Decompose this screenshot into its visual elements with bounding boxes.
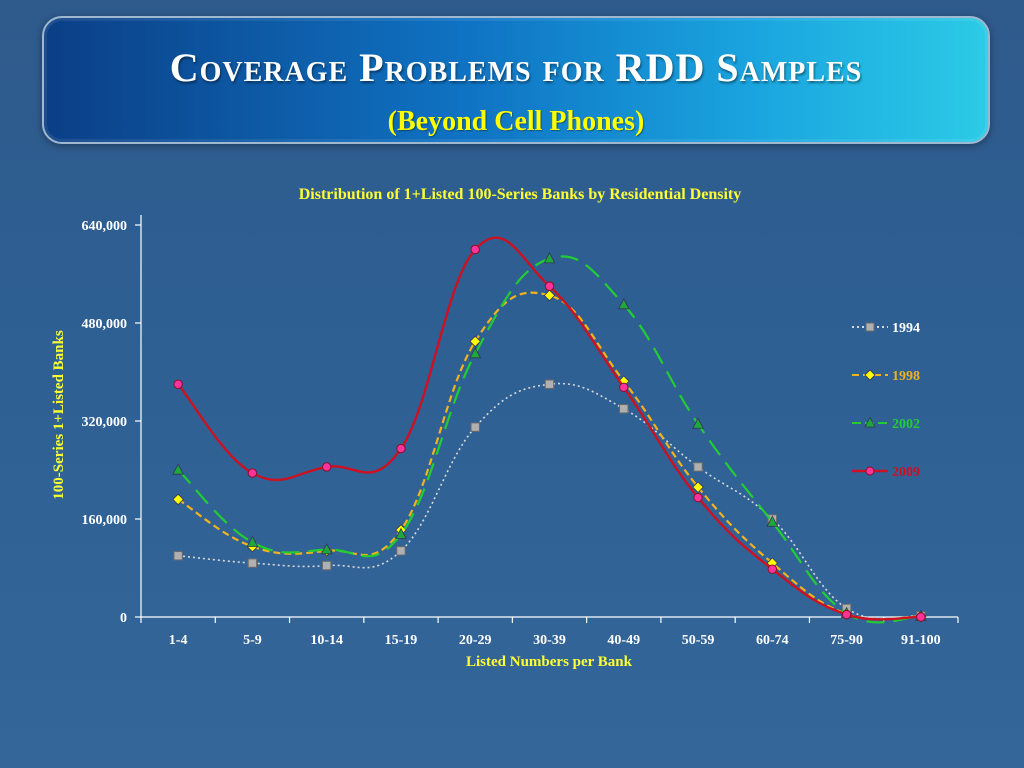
data-point-2002 xyxy=(766,515,779,527)
series-2002 xyxy=(172,252,927,624)
x-tick-label: 30-39 xyxy=(533,633,566,648)
data-point-2009 xyxy=(470,244,480,255)
data-point-1994 xyxy=(321,560,332,571)
data-point-2002 xyxy=(543,252,556,264)
legend-item-2009: 2009 xyxy=(852,465,920,480)
series-2009 xyxy=(173,236,926,622)
x-tick-label: 5-9 xyxy=(243,633,262,648)
legend-marker-1998 xyxy=(864,369,876,381)
y-tick-label: 0 xyxy=(120,611,127,626)
data-point-1994 xyxy=(544,379,555,389)
data-point-2009 xyxy=(173,379,183,389)
y-tick-label: 480,000 xyxy=(82,317,128,332)
legend-marker-2009 xyxy=(865,466,875,476)
y-tick-label: 640,000 xyxy=(82,219,128,234)
slide-subtitle: (Beyond Cell Phones) xyxy=(387,106,645,137)
data-point-2002 xyxy=(320,543,333,555)
legend-item-1998: 1998 xyxy=(852,369,920,384)
data-point-2009 xyxy=(767,564,778,574)
x-tick-label: 40-49 xyxy=(607,633,640,648)
series-1994 xyxy=(173,379,926,621)
x-tick-label: 15-19 xyxy=(385,633,418,648)
data-point-1998 xyxy=(543,289,556,302)
axes: 0 160,000 320,000 480,000 640,000 1-4 5-9 10-14… xyxy=(82,215,959,648)
legend-label-2002: 2002 xyxy=(892,417,920,432)
data-point-2009 xyxy=(396,443,406,454)
data-point-1994 xyxy=(396,546,406,556)
y-tick-label: 160,000 xyxy=(82,513,128,528)
legend-label-2009: 2009 xyxy=(892,465,920,480)
legend-marker-1994 xyxy=(865,322,875,332)
legend-marker-2002 xyxy=(864,416,876,428)
data-point-1994 xyxy=(693,462,703,472)
series-line-1994 xyxy=(178,382,921,620)
y-axis-label: 100-Series 1+Listed Banks xyxy=(51,330,67,500)
data-point-1998 xyxy=(172,493,184,506)
slide-title: Coverage Problems for RDD Samples xyxy=(169,45,863,90)
legend-label-1994: 1994 xyxy=(892,321,920,336)
x-tick-label: 91-100 xyxy=(901,633,941,648)
data-point-2002 xyxy=(395,527,407,539)
data-point-2002 xyxy=(469,347,482,359)
data-point-1994 xyxy=(173,551,183,561)
x-axis-label: Listed Numbers per Bank xyxy=(466,654,633,670)
data-point-2002 xyxy=(246,535,259,547)
legend-item-1994: 1994 xyxy=(852,321,920,336)
data-point-2009 xyxy=(544,281,555,291)
chart-title: Distribution of 1+Listed 100-Series Bank… xyxy=(299,186,741,203)
data-point-2002 xyxy=(617,298,630,310)
data-point-1994 xyxy=(470,422,480,432)
data-point-2009 xyxy=(841,609,852,620)
data-point-2002 xyxy=(172,463,184,475)
data-point-1994 xyxy=(619,404,629,414)
series-line-2002 xyxy=(177,255,921,624)
data-point-2009 xyxy=(916,612,926,622)
data-point-2002 xyxy=(692,417,704,429)
x-tick-label: 1-4 xyxy=(169,633,188,648)
data-point-2009 xyxy=(619,382,629,393)
y-tick-label: 320,000 xyxy=(82,415,128,430)
x-tick-label: 60-74 xyxy=(756,633,789,648)
series-layer xyxy=(172,236,927,624)
data-point-2009 xyxy=(247,468,258,478)
legend-label-1998: 1998 xyxy=(892,369,920,384)
legend: 1994 1998 2002 2009 xyxy=(852,321,920,480)
x-tick-label: 50-59 xyxy=(682,633,715,648)
series-1998 xyxy=(172,289,927,623)
legend-item-2002: 2002 xyxy=(852,416,920,432)
data-point-1998 xyxy=(692,481,704,493)
x-tick-label: 10-14 xyxy=(310,633,343,648)
title-banner: Coverage Problems for RDD Samples (Beyon… xyxy=(42,16,990,144)
series-line-1998 xyxy=(177,291,921,621)
x-tick-label: 20-29 xyxy=(459,633,492,648)
data-point-1998 xyxy=(469,335,481,348)
data-point-2009 xyxy=(693,492,703,503)
data-point-2009 xyxy=(321,462,332,472)
data-point-1994 xyxy=(247,558,258,568)
x-tick-label: 75-90 xyxy=(830,633,863,648)
